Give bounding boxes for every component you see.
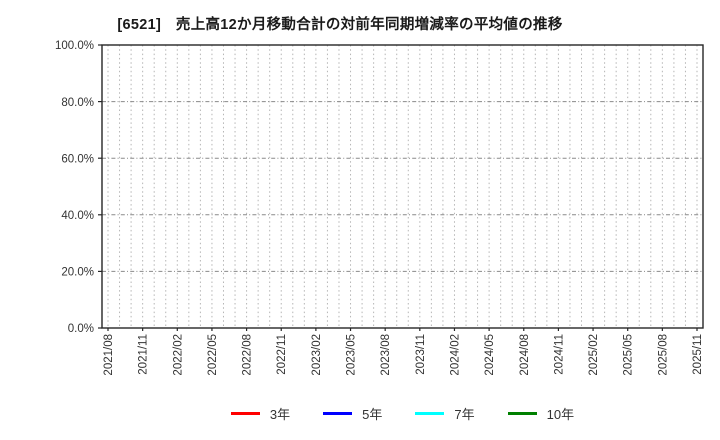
y-tick-label: 100.0% [55, 40, 94, 52]
x-tick-label: 2024/05 [484, 334, 496, 376]
x-tick-label: 2023/11 [415, 334, 427, 375]
legend-line-icon [507, 411, 537, 415]
x-tick-label: 2023/02 [311, 334, 323, 376]
x-tick-label: 2023/08 [380, 334, 392, 376]
x-tick-label: 2024/02 [449, 334, 461, 376]
x-tick-label: 2025/02 [588, 334, 600, 376]
legend-label: 5年 [362, 406, 383, 422]
x-tick-label: 2021/11 [138, 334, 150, 375]
plot-border [101, 44, 704, 329]
legend-item-2: 7年 [415, 404, 475, 423]
legend-label: 3年 [269, 406, 291, 422]
x-tick-label: 2021/08 [103, 334, 115, 376]
x-tick-label: 2024/08 [519, 334, 531, 376]
x-tick-label: 2022/11 [276, 334, 288, 375]
x-tick-label: 2022/02 [172, 334, 184, 376]
y-tick-label: 40.0% [61, 210, 94, 222]
y-tick-label: 0.0% [68, 323, 94, 335]
y-tick-label: 80.0% [61, 97, 94, 109]
x-tick-label: 2022/05 [207, 334, 219, 376]
chart-title: [6521] 売上高12か月移動合計の対前年同期増減率の平均値の推移 [117, 17, 563, 33]
x-tick-label: 2024/11 [553, 334, 565, 375]
legend-item-1: 5年 [323, 404, 382, 423]
legend-line-icon [230, 411, 260, 415]
legend-line-icon [415, 411, 445, 415]
legend-label: 7年 [454, 406, 475, 422]
x-tick-label: 2025/08 [657, 334, 669, 376]
legend-item-3: 10年 [507, 404, 575, 423]
y-tick-label: 60.0% [61, 153, 94, 165]
legend-item-0: 3年 [230, 404, 291, 423]
legend: 3年 5年 7年 10年 [102, 400, 703, 426]
legend-label: 10年 [546, 406, 575, 422]
legend-line-icon [323, 411, 353, 415]
x-tick-label: 2025/11 [692, 334, 704, 375]
x-tick-label: 2023/05 [346, 334, 358, 376]
x-tick-label: 2025/05 [623, 334, 635, 376]
x-tick-label: 2022/08 [242, 334, 254, 376]
y-tick-label: 20.0% [61, 267, 94, 279]
